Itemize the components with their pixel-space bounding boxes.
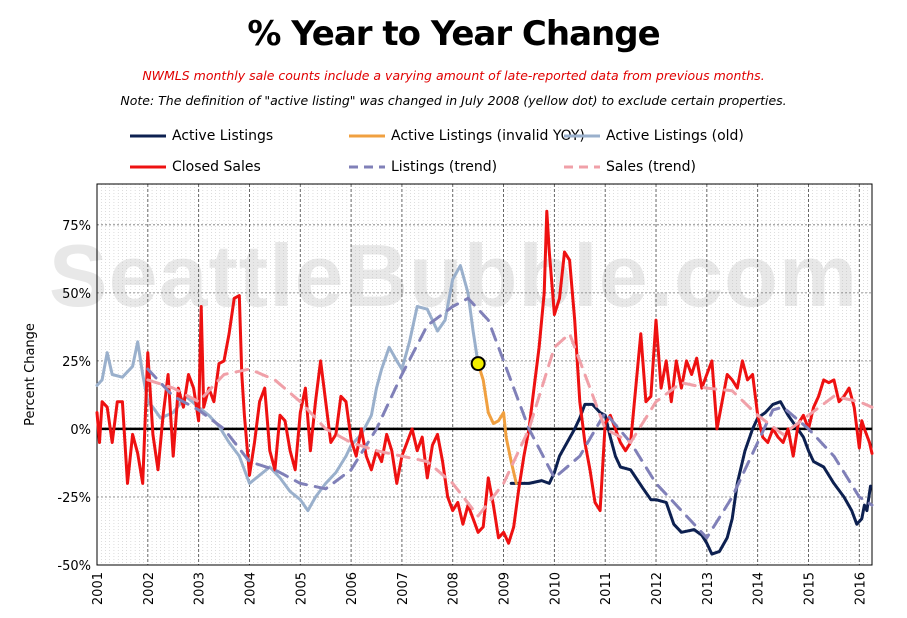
y-tick-label: 25%	[62, 355, 91, 370]
x-tick-label: 2014	[752, 572, 767, 605]
chart-title: % Year to Year Change	[247, 14, 660, 54]
x-tick-label: 2007	[396, 572, 411, 605]
series-line-active-listings	[509, 400, 872, 556]
x-tick-label: 2001	[91, 572, 106, 605]
legend-label: Active Listings (invalid YOY)	[391, 128, 585, 144]
x-tick-label: 2004	[243, 572, 258, 605]
x-tick-label: 2016	[853, 572, 868, 605]
label-layer: -50% -25% 0% 25% 50% 75% Percent Change 2001 200…	[23, 219, 868, 605]
legend-label: Active Listings	[172, 128, 274, 144]
x-tick-label: 2010	[548, 572, 563, 605]
series-line-closed-sales	[95, 209, 874, 545]
y-tick-label: -50%	[57, 559, 91, 574]
legend-item-active-listings-old: Active Listings (old)	[562, 128, 744, 144]
x-tick-label: 2011	[599, 572, 614, 605]
y-tick-label: 75%	[62, 219, 91, 234]
x-tick-label: 2012	[650, 572, 665, 605]
legend-item-active-listings: Active Listings	[128, 128, 273, 144]
legend-label: Listings (trend)	[391, 159, 498, 175]
plot-frame	[96, 183, 873, 566]
series-line-sales-trend	[146, 332, 874, 518]
legend-item-listings-trend: Listings (trend)	[347, 159, 497, 175]
y-tick-label: 50%	[62, 287, 91, 302]
series-line-listings-trend	[146, 296, 874, 540]
x-tick-label: 2015	[802, 572, 817, 605]
legend-label: Closed Sales	[172, 159, 261, 175]
y-axis-title: Percent Change	[23, 323, 38, 426]
x-tick-label: 2006	[345, 572, 360, 605]
legend-item-closed-sales: Closed Sales	[128, 159, 261, 175]
x-tick-label: 2005	[294, 572, 309, 605]
x-tick-label: 2002	[142, 572, 157, 605]
legend-item-sales-trend: Sales (trend)	[562, 159, 696, 175]
chart-note-sales: NWMLS monthly sale counts include a vary…	[142, 68, 765, 83]
legend-item-active-listings-invalid: Active Listings (invalid YOY)	[347, 128, 585, 144]
y-tick-label: 0%	[70, 423, 91, 438]
legend-label: Sales (trend)	[606, 159, 696, 175]
legend-label: Active Listings (old)	[606, 128, 744, 144]
x-tick-label: 2008	[447, 572, 462, 605]
x-tick-label: 2013	[701, 572, 716, 605]
series-layer	[95, 209, 874, 556]
definition-change-dot	[470, 356, 486, 372]
series-line-active-listings-invalid-yoy	[476, 362, 518, 485]
y-tick-label: -25%	[57, 491, 91, 506]
x-tick-label: 2003	[193, 572, 208, 605]
x-tick-label: 2009	[498, 572, 513, 605]
axis-layer	[96, 183, 873, 566]
chart-note-listing-definition: Note: The definition of "active listing"…	[120, 93, 787, 108]
